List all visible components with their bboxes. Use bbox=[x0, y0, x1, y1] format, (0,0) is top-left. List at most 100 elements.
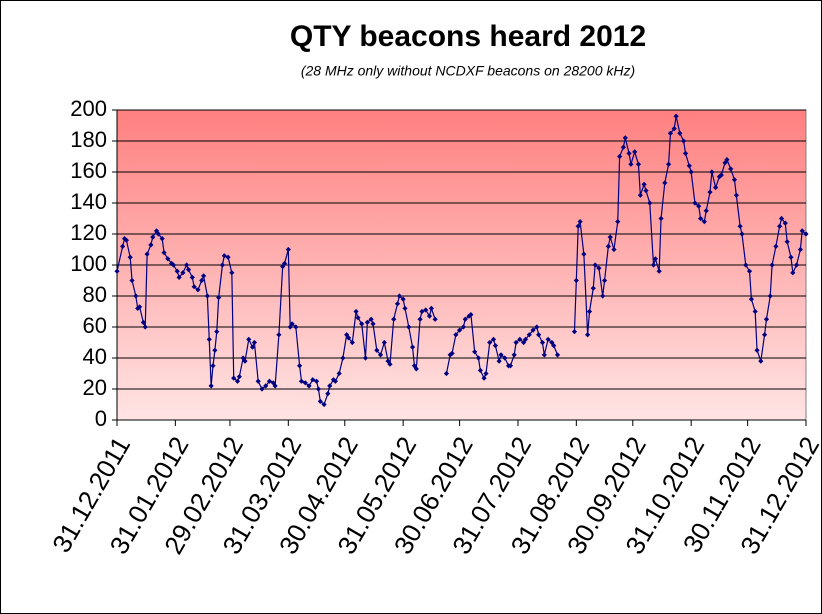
data-point bbox=[643, 188, 649, 194]
data-point bbox=[677, 130, 683, 136]
data-point bbox=[662, 180, 668, 186]
data-point bbox=[317, 398, 323, 404]
data-point bbox=[617, 153, 623, 160]
data-point bbox=[377, 352, 384, 358]
data-point bbox=[790, 270, 796, 276]
data-point bbox=[310, 377, 316, 383]
data-point bbox=[763, 316, 770, 322]
y-tick-label: 60 bbox=[83, 313, 107, 338]
data-point bbox=[140, 319, 146, 325]
data-point bbox=[423, 307, 429, 313]
data-point bbox=[263, 383, 269, 389]
data-point bbox=[276, 332, 282, 338]
data-point bbox=[413, 366, 419, 372]
data-point bbox=[601, 277, 608, 284]
data-point bbox=[246, 336, 252, 342]
data-point bbox=[622, 135, 628, 141]
data-point bbox=[590, 285, 596, 291]
data-point bbox=[302, 380, 308, 386]
data-point bbox=[767, 293, 773, 299]
data-point bbox=[737, 223, 743, 229]
data-point bbox=[180, 270, 186, 276]
data-point bbox=[285, 246, 291, 253]
data-point bbox=[229, 270, 235, 276]
data-point bbox=[234, 378, 241, 384]
data-point bbox=[204, 293, 210, 299]
data-point bbox=[325, 391, 331, 397]
data-point bbox=[605, 243, 611, 249]
data-point bbox=[409, 344, 416, 350]
data-point bbox=[620, 144, 626, 150]
data-point bbox=[545, 336, 551, 342]
data-point bbox=[368, 316, 374, 322]
data-point bbox=[481, 375, 487, 381]
data-point bbox=[536, 332, 542, 338]
data-point bbox=[321, 401, 327, 408]
data-point bbox=[731, 177, 738, 183]
data-point bbox=[754, 347, 760, 353]
data-point bbox=[743, 262, 749, 268]
data-point bbox=[573, 277, 579, 284]
data-point bbox=[551, 343, 557, 349]
data-point bbox=[626, 150, 632, 156]
data-point bbox=[496, 358, 502, 364]
data-point bbox=[272, 383, 278, 389]
data-point bbox=[432, 316, 438, 322]
data-point bbox=[681, 138, 687, 144]
data-point bbox=[472, 349, 478, 355]
data-point bbox=[688, 169, 694, 175]
data-point bbox=[793, 262, 800, 268]
data-point bbox=[127, 254, 133, 260]
data-point bbox=[517, 336, 523, 342]
data-point bbox=[400, 296, 406, 302]
data-point bbox=[270, 380, 276, 386]
data-point bbox=[419, 308, 425, 315]
data-point bbox=[189, 274, 195, 280]
data-point bbox=[206, 336, 212, 342]
data-point bbox=[364, 319, 370, 325]
data-point bbox=[632, 149, 638, 155]
data-point bbox=[716, 174, 723, 180]
data-point bbox=[212, 347, 218, 353]
data-point bbox=[773, 243, 779, 249]
data-point bbox=[135, 305, 141, 311]
data-point bbox=[507, 363, 514, 369]
data-point bbox=[417, 316, 423, 322]
data-point bbox=[155, 231, 162, 237]
data-point bbox=[724, 157, 730, 163]
data-point bbox=[191, 284, 197, 290]
data-point bbox=[682, 150, 689, 156]
data-point bbox=[396, 293, 402, 299]
data-point bbox=[120, 243, 126, 249]
data-point bbox=[406, 324, 412, 330]
data-point bbox=[236, 374, 242, 380]
data-point bbox=[391, 316, 397, 322]
data-point bbox=[492, 343, 498, 349]
data-point bbox=[266, 378, 273, 384]
data-point bbox=[148, 242, 154, 248]
data-point bbox=[457, 327, 463, 333]
y-tick-label: 80 bbox=[83, 282, 107, 307]
data-point bbox=[468, 312, 474, 318]
data-point bbox=[799, 228, 805, 234]
data-point bbox=[511, 352, 517, 358]
data-point bbox=[513, 339, 519, 346]
data-point bbox=[221, 253, 227, 259]
data-point bbox=[159, 236, 165, 242]
data-point bbox=[184, 262, 190, 268]
data-point bbox=[129, 277, 135, 284]
data-point bbox=[428, 305, 434, 311]
data-point bbox=[443, 370, 450, 377]
data-point bbox=[225, 254, 231, 260]
data-point bbox=[123, 237, 130, 243]
data-point bbox=[575, 223, 581, 229]
data-point bbox=[447, 352, 453, 358]
data-point bbox=[671, 126, 677, 132]
data-point bbox=[769, 262, 775, 268]
data-point bbox=[600, 293, 606, 299]
data-point bbox=[522, 336, 529, 342]
data-point bbox=[165, 256, 171, 262]
data-point bbox=[581, 251, 587, 257]
y-tick-label: 100 bbox=[70, 251, 107, 276]
data-point bbox=[208, 383, 214, 389]
